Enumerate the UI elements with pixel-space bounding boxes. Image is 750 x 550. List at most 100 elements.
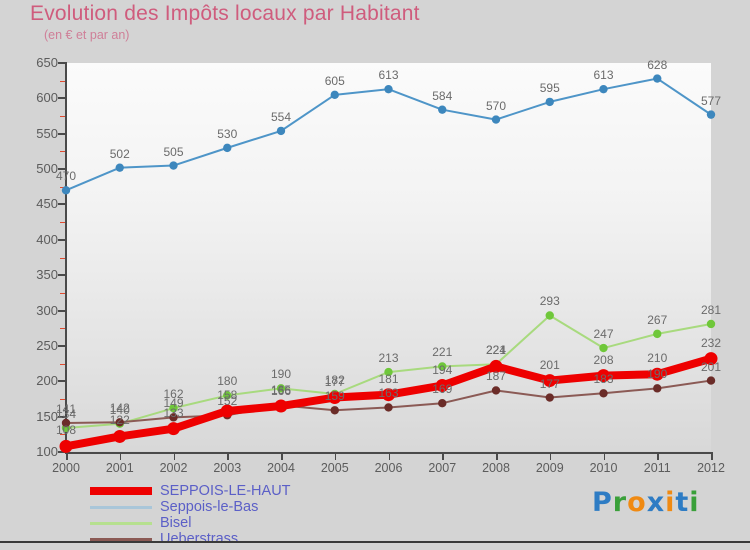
data-point — [650, 367, 664, 381]
proxiti-logo: Proxiti — [592, 487, 700, 518]
data-point — [438, 105, 447, 114]
data-label: 141 — [55, 402, 77, 416]
logo-letter: r — [612, 487, 628, 518]
y-tick-label-350: 350 — [36, 267, 58, 283]
y-tick-label-600: 600 — [36, 90, 58, 106]
data-label: 584 — [432, 88, 453, 103]
data-label: 505 — [163, 144, 184, 159]
x-tick-2003 — [227, 453, 229, 460]
y-tick-minor-575 — [60, 116, 65, 118]
y-axis — [65, 62, 67, 453]
data-label: 190 — [647, 367, 668, 382]
data-label: 149 — [163, 396, 184, 411]
data-label: 140 — [109, 402, 130, 417]
y-tick-label-550: 550 — [36, 125, 58, 141]
data-point — [113, 429, 127, 443]
y-tick-550 — [58, 132, 65, 135]
x-tick-label-2008: 2008 — [482, 461, 510, 475]
data-point — [115, 418, 124, 427]
legend-item-seppois-le-haut[interactable]: SEPPOIS-LE-HAUT — [90, 483, 420, 499]
x-tick-label-2001: 2001 — [105, 461, 134, 475]
data-point — [223, 143, 232, 153]
data-point — [599, 389, 608, 398]
data-label: 210 — [647, 351, 668, 366]
data-label: 293 — [539, 294, 560, 309]
data-label: 163 — [378, 386, 399, 401]
x-tick-2012 — [711, 453, 713, 460]
data-point — [61, 418, 71, 428]
y-tick-label-200: 200 — [36, 373, 58, 389]
data-label: 187 — [485, 369, 507, 384]
x-tick-2004 — [281, 453, 283, 460]
x-tick-label-2006: 2006 — [374, 461, 403, 475]
logo-letter: P — [592, 487, 613, 518]
legend-item-ueberstrass[interactable]: Ueberstrass — [90, 531, 420, 547]
data-point — [438, 398, 447, 408]
data-label: 122 — [109, 413, 130, 428]
data-label: 221 — [432, 345, 453, 360]
data-point — [706, 319, 716, 329]
y-tick-minor-325 — [60, 292, 65, 294]
y-tick-150 — [58, 415, 65, 418]
data-label: 213 — [378, 351, 399, 366]
data-label: 201 — [700, 359, 722, 374]
y-tick-350 — [58, 274, 65, 277]
data-point — [653, 384, 662, 393]
logo-letter: x — [646, 487, 666, 518]
data-point — [653, 74, 662, 83]
legend-label: Ueberstrass — [160, 531, 239, 547]
data-label: 208 — [593, 352, 614, 367]
data-point — [276, 384, 286, 393]
x-tick-label-2010: 2010 — [589, 461, 618, 475]
data-label: 221 — [485, 343, 507, 358]
data-point — [489, 359, 503, 373]
x-tick-label-2004: 2004 — [267, 461, 295, 475]
data-label: 613 — [378, 68, 399, 83]
y-tick-minor-425 — [60, 222, 65, 224]
data-label: 166 — [270, 384, 292, 399]
logo-letter: i — [665, 487, 676, 518]
legend-item-seppois-le-bas[interactable]: Seppois-le-Bas — [90, 499, 420, 515]
y-tick-label-450: 450 — [36, 196, 58, 212]
legend-swatch — [90, 505, 152, 509]
data-label: 628 — [647, 57, 668, 72]
y-tick-minor-475 — [60, 186, 65, 188]
data-label: 183 — [593, 372, 614, 387]
data-point — [706, 110, 716, 119]
x-tick-2011 — [657, 453, 659, 460]
data-label: 232 — [700, 335, 722, 350]
x-tick-2010 — [603, 453, 605, 460]
data-point — [435, 379, 449, 393]
legend-divider — [0, 541, 750, 543]
data-point — [59, 439, 73, 453]
legend-label: SEPPOIS-LE-HAUT — [160, 483, 291, 499]
data-label: 162 — [163, 387, 184, 402]
data-label: 470 — [55, 169, 77, 184]
y-tick-600 — [58, 97, 65, 100]
x-tick-2008 — [496, 453, 498, 460]
legend-swatch — [90, 537, 152, 541]
y-tick-minor-275 — [60, 328, 65, 330]
data-point — [330, 406, 339, 415]
data-point — [276, 126, 286, 136]
data-label: 502 — [109, 146, 130, 161]
y-tick-minor-375 — [60, 257, 65, 259]
data-point — [330, 90, 339, 100]
y-tick-300 — [58, 309, 65, 312]
data-label: 577 — [700, 93, 722, 108]
data-label: 134 — [55, 406, 77, 421]
data-point — [491, 386, 501, 395]
logo-letter: t — [675, 487, 690, 518]
data-point — [220, 404, 234, 418]
x-tick-label-2003: 2003 — [213, 461, 242, 475]
data-point — [115, 163, 124, 172]
data-point — [384, 84, 393, 94]
y-tick-400 — [58, 238, 65, 241]
data-label: 201 — [539, 357, 560, 372]
page-subtitle: (en € et par an) — [44, 28, 130, 42]
logo-letter: o — [627, 487, 647, 518]
legend-item-bisel[interactable]: Bisel — [90, 515, 420, 531]
legend-label: Bisel — [160, 515, 192, 531]
data-point — [438, 362, 447, 371]
y-tick-minor-625 — [60, 80, 65, 82]
